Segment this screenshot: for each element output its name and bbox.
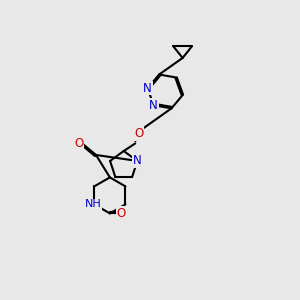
Text: NH: NH: [85, 200, 101, 209]
Text: N: N: [143, 82, 152, 95]
Text: N: N: [133, 154, 142, 167]
Text: O: O: [117, 207, 126, 220]
Text: O: O: [134, 127, 143, 140]
Text: N: N: [149, 99, 158, 112]
Text: O: O: [74, 137, 84, 150]
